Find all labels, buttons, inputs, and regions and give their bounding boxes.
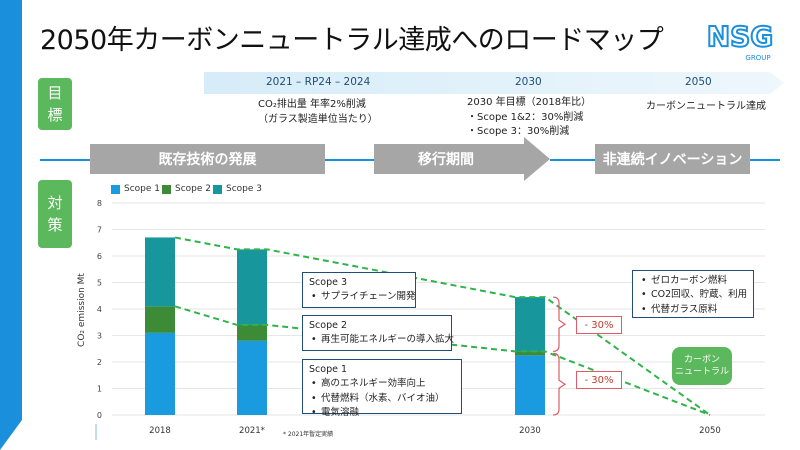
callout-scope3-title: Scope 3 [309, 277, 348, 288]
y-tick-label-8: 8 [97, 199, 102, 208]
bar-scope1-1 [237, 340, 267, 415]
x-tick-label-0: 2018 [149, 426, 171, 436]
callout-scope1-item-3: 電気溶融 [311, 406, 455, 421]
bar-scope3-0 [145, 237, 175, 307]
target-2030: 2030 年目標（2018年比） ・Scope 1&2：30%削減 ・Scope… [467, 96, 591, 140]
legend-scope3: Scope 3 [213, 184, 262, 194]
chart-trend-lines [174, 236, 711, 416]
timeline-arrow [204, 72, 784, 94]
callout-scope1-item-1: 高のエネルギー効率向上 [311, 377, 455, 392]
x-tick-label-2: 2030 [519, 426, 541, 436]
carbon-neutral-line-2: ニュートラル [674, 367, 729, 377]
divider-line-right [750, 159, 780, 161]
target-2030-line-1: 2030 年目標（2018年比） [467, 97, 592, 108]
bar-scope1-2 [515, 355, 545, 415]
timeline-label-2021: 2021 – RP24 – 2024 [266, 76, 371, 88]
callout-future-item-1: ゼロカーボン燃料 [641, 274, 747, 289]
callout-scope1-title: Scope 1 [309, 364, 348, 375]
legend-label-scope1: Scope 1 [124, 184, 161, 194]
phase-disruptive-innovation: 非連続イノベーション [595, 144, 750, 174]
carbon-neutral-bubble: カーボン ニュートラル [672, 347, 732, 385]
callout-scope3-item-1: サプライチェーン開発 [311, 290, 416, 305]
callout-future-item-3: 代替ガラス原料 [641, 303, 747, 318]
footnote: * 2021年暫定実績 [283, 431, 334, 438]
callout-scope3: Scope 3 サプライチェーン開発 [302, 272, 416, 308]
divider-line-mid2 [550, 159, 595, 161]
callout-scope1-item-2: 代替燃料（水素、バイオ油） [311, 392, 455, 407]
target-2024-line-2: （ガラス製造単位当たり） [258, 113, 378, 125]
y-tick-label-7: 7 [97, 226, 102, 235]
callout-future-tech: ゼロカーボン燃料 CO2回収、貯蔵、利用 代替ガラス原料 [632, 270, 754, 318]
trend-line-total [174, 236, 711, 416]
callout-scope2-title: Scope 2 [309, 320, 348, 331]
reduction-brace-scope3 [552, 296, 567, 352]
goal-side-label: 目 標 [38, 78, 72, 130]
timeline-label-2030: 2030 [515, 76, 542, 88]
callout-scope2-item-1: 再生可能エネルギーの導入拡大 [311, 333, 454, 348]
y-tick-label-3: 3 [97, 332, 102, 341]
target-2030-line-2: ・Scope 1&2：30%削減 [467, 111, 584, 123]
target-2024: CO₂排出量 年率2%削減 （ガラス製造単位当たり） [258, 98, 378, 127]
y-tick-label-5: 5 [97, 279, 102, 288]
callout-future-item-2: CO2回収、貯蔵、利用 [641, 288, 747, 303]
target-2050: カーボンニュートラル達成 [646, 100, 766, 115]
legend-swatch-scope1 [111, 184, 120, 194]
page-title: 2050年カーボンニュートラル達成へのロードマップ [40, 25, 664, 56]
divider-line-left [40, 159, 90, 161]
bar-scope2-2 [515, 351, 545, 356]
trend-line-scope12 [174, 305, 711, 416]
bar-scope3-1 [237, 249, 267, 325]
y-tick-label-4: 4 [97, 305, 102, 314]
measures-label-char-1: 対 [47, 193, 63, 212]
bar-scope3-2 [515, 297, 545, 352]
measures-side-label: 対 策 [38, 180, 72, 248]
y-tick-label-2: 2 [97, 358, 102, 367]
phase-existing-tech: 既存技術の発展 [90, 144, 325, 174]
bar-scope1-0 [145, 332, 175, 415]
x-tick-label-1: 2021* [239, 426, 265, 436]
nsg-logo: NSG GROUP [706, 19, 775, 62]
legend-scope2: Scope 2 [162, 184, 211, 194]
legend-label-scope2: Scope 2 [175, 184, 212, 194]
legend-swatch-scope2 [162, 184, 171, 194]
goal-label-char-2: 標 [47, 106, 63, 124]
target-2030-line-3: ・Scope 3：30%削減 [467, 126, 570, 137]
logo-text: NSG [707, 20, 774, 53]
target-2050-line-1: カーボンニュートラル達成 [646, 101, 766, 112]
divider-line-mid [325, 159, 375, 161]
legend-scope1: Scope 1 [111, 184, 160, 194]
y-tick-label-1: 1 [97, 385, 102, 394]
y-tick-label-0: 0 [97, 411, 102, 420]
chart-bars [145, 237, 545, 415]
legend-swatch-scope3 [213, 184, 222, 194]
legend-label-scope3: Scope 3 [226, 184, 263, 194]
bar-scope2-1 [237, 324, 267, 341]
bar-scope2-0 [145, 306, 175, 333]
reduction-label-scope12: - 30% [576, 371, 622, 389]
measures-label-char-2: 策 [47, 216, 63, 234]
timeline-label-2050: 2050 [685, 76, 712, 88]
y-tick-label-6: 6 [97, 252, 102, 261]
phase-transition-arrow: 移行期間 [374, 137, 550, 181]
carbon-neutral-line-1: カーボン [683, 354, 720, 365]
chart-y-ticks: 0 1 2 3 4 5 6 7 8 [97, 199, 102, 420]
phase-transition-label: 移行期間 [418, 151, 474, 168]
y-axis-label: CO₂ emission Mt [77, 273, 87, 347]
callout-scope2: Scope 2 再生可能エネルギーの導入拡大 [302, 315, 454, 351]
reduction-label-scope3: - 30% [576, 316, 622, 334]
goal-label-char-1: 目 [47, 83, 63, 102]
chart-gridlines [112, 202, 765, 416]
chart-x-labels: 2018 2021* 2030 2050 [95, 424, 721, 440]
logo-subtext: GROUP [745, 54, 770, 62]
reduction-brace-scope12 [552, 352, 567, 416]
left-accent-bar [0, 0, 22, 450]
callout-scope1: Scope 1 高のエネルギー効率向上 代替燃料（水素、バイオ油） 電気溶融 [302, 359, 462, 420]
x-tick-label-3: 2050 [699, 426, 721, 436]
target-2024-line-1: CO₂排出量 年率2%削減 [258, 99, 366, 110]
